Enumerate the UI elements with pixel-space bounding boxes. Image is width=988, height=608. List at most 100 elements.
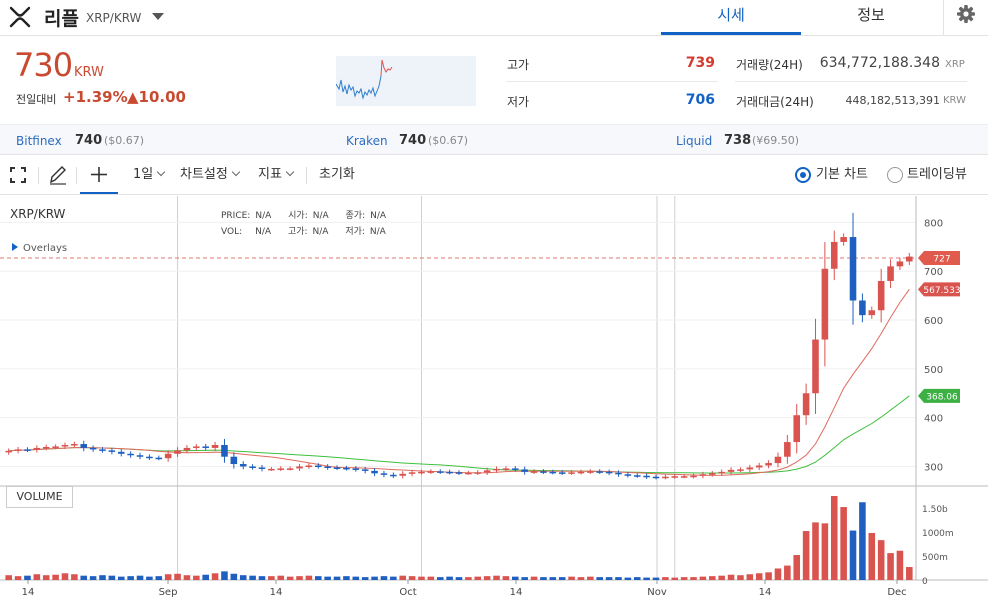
candle	[896, 261, 904, 267]
candle	[587, 471, 594, 473]
candle	[577, 471, 585, 474]
volume-bar	[540, 577, 547, 580]
candle	[549, 471, 557, 474]
crosshair-button[interactable]	[80, 156, 118, 194]
candle	[765, 463, 772, 466]
candle	[821, 268, 829, 340]
candle	[24, 449, 31, 451]
candle	[605, 471, 613, 474]
candle	[887, 266, 894, 281]
candle	[333, 467, 341, 469]
volume-bar	[24, 575, 31, 580]
y-tick-label: 800	[924, 218, 943, 229]
candle	[709, 473, 716, 475]
volume-bar	[399, 575, 406, 580]
volume-bar	[455, 577, 463, 580]
volume-bar	[615, 577, 622, 580]
ohlc-open-label: 시가:	[288, 211, 308, 221]
volume-bar	[502, 576, 510, 580]
volume-tick-label: 1.50b	[922, 505, 948, 515]
ma-fast-badge: 567.533	[923, 286, 960, 296]
tradingview-radio[interactable]	[887, 167, 903, 183]
candle	[230, 456, 238, 465]
candle	[662, 476, 669, 479]
candle	[80, 444, 88, 448]
volume-bar	[483, 576, 491, 580]
exchange-name[interactable]: Bitfinex	[16, 134, 62, 148]
basic-chart-radio[interactable]	[795, 167, 811, 183]
candle	[108, 450, 116, 452]
volume-bar	[333, 576, 341, 580]
volume-bar	[662, 577, 669, 580]
candle	[633, 475, 641, 477]
candle	[755, 465, 763, 468]
candle	[117, 451, 125, 454]
ohlc-price-label: PRICE:	[221, 211, 251, 221]
chart-toolbar: 1일 차트설정 지표 초기화 기본 차트 트레이딩뷰	[0, 156, 988, 195]
ohlc-readout: PRICE: N/A 시가: N/A 종가: N/A	[221, 208, 386, 221]
exchange-name[interactable]: Kraken	[346, 134, 388, 148]
volume-bar	[127, 576, 134, 580]
basic-chart-label[interactable]: 기본 차트	[816, 167, 868, 182]
chart-settings-dropdown[interactable]: 차트설정	[180, 156, 241, 194]
candle	[680, 476, 688, 478]
candle	[221, 444, 228, 457]
candle	[5, 450, 12, 453]
volume-bar	[690, 577, 697, 580]
volume-tick-label: 0	[922, 577, 928, 587]
candle	[408, 472, 416, 474]
y-tick-label: 700	[924, 267, 943, 278]
candle	[286, 468, 294, 470]
divider	[735, 81, 967, 82]
candle	[277, 468, 285, 470]
tab-market[interactable]: 시세	[661, 0, 801, 35]
exchange-prices-bar: Bitfinex 740 ($0.67) Kraken 740 ($0.67) …	[0, 124, 988, 155]
overlays-toggle[interactable]: Overlays	[12, 243, 67, 254]
volume-bar	[755, 573, 763, 580]
volume-bar	[877, 540, 885, 580]
candle	[746, 467, 754, 470]
volume-bar	[737, 575, 744, 580]
volume-bar	[314, 576, 322, 580]
volume-bar	[793, 555, 801, 580]
candle	[202, 446, 209, 448]
divider	[306, 167, 307, 184]
volume-bar	[652, 577, 660, 580]
x-tick-label: 14	[510, 587, 523, 598]
interval-dropdown[interactable]: 1일	[133, 156, 166, 194]
volume-bar	[821, 523, 829, 580]
ma-fast-badge-bg	[918, 282, 960, 297]
chevron-down-icon[interactable]	[152, 13, 164, 20]
coin-name: 리플	[44, 8, 79, 30]
candlestick-chart[interactable]: 300 400 500 600 700 800 0 500m 1000m 1.50b 14 Sep 14…	[0, 196, 988, 608]
volume-bar	[99, 575, 106, 580]
tradingview-label[interactable]: 트레이딩뷰	[907, 167, 967, 182]
ohlc-vol-label: VOL:	[221, 227, 243, 237]
settings-button[interactable]	[943, 0, 988, 35]
price-chart-area[interactable]: 300 400 500 600 700 800 0 500m 1000m 1.50b 14 Sep 14…	[0, 196, 988, 608]
trade-value-unit: KRW	[943, 95, 966, 106]
candle	[380, 473, 388, 475]
volume-bar	[408, 576, 416, 580]
volume-bar	[605, 577, 613, 580]
draw-button[interactable]	[47, 156, 69, 194]
candle	[558, 472, 566, 474]
volume-bar	[643, 577, 650, 580]
reset-button[interactable]: 초기화	[319, 167, 355, 182]
candle	[427, 471, 435, 473]
ohlc-low-label: 저가:	[345, 227, 365, 237]
volume-bar	[380, 576, 388, 580]
candle	[474, 472, 482, 474]
divider	[38, 167, 39, 184]
divider	[506, 81, 718, 82]
candle	[268, 468, 275, 471]
candle	[174, 450, 181, 454]
xrp-logo-icon	[9, 6, 31, 28]
volume-bar	[230, 573, 238, 580]
tab-info[interactable]: 정보	[857, 6, 885, 24]
exchange-name[interactable]: Liquid	[676, 134, 713, 148]
fullscreen-button[interactable]	[8, 156, 28, 194]
ma-slow-line	[8, 395, 910, 474]
indicators-dropdown[interactable]: 지표	[258, 156, 295, 194]
candle	[258, 467, 266, 469]
